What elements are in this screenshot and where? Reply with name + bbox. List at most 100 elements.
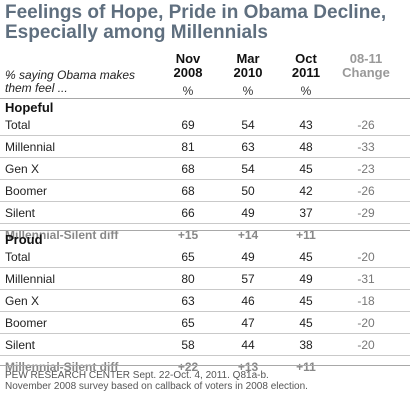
section-header-hopeful: Hopeful xyxy=(5,100,54,115)
cell-value: -18 xyxy=(357,294,375,308)
table-row: Total 65 49 45 -20 xyxy=(0,246,410,268)
row-rule xyxy=(0,201,410,202)
chart-title-line-2: Especially among Millennials xyxy=(5,22,268,43)
cell-value: 38 xyxy=(299,338,313,352)
col-header-nov-2008-line1: Nov xyxy=(175,51,201,66)
cell-value: 58 xyxy=(181,338,195,352)
col-header-mar-2010: Mar 2010 xyxy=(228,52,268,80)
row-label: Gen X xyxy=(5,162,40,176)
col-header-change-line2: Change xyxy=(342,65,390,80)
cell-value: 54 xyxy=(241,162,255,176)
row-rule xyxy=(0,289,410,290)
row-header-note-line1: % saying Obama makes xyxy=(5,68,136,82)
col-header-oct-2011-line2: 2011 xyxy=(291,65,321,80)
cell-value: +13 xyxy=(237,360,259,374)
row-rule xyxy=(0,355,410,356)
cell-value: 43 xyxy=(299,118,313,132)
col-header-nov-2008: Nov 2008 xyxy=(168,52,208,80)
cell-value: -20 xyxy=(357,250,375,264)
cell-value: 68 xyxy=(181,184,195,198)
cell-value: +15 xyxy=(177,228,199,242)
section-rule xyxy=(0,98,410,99)
cell-value: +11 xyxy=(296,360,316,374)
table-bottom-rule xyxy=(0,365,410,366)
unit-oct-2011: % xyxy=(300,84,312,98)
row-header-note: % saying Obama makes them feel ... xyxy=(5,69,135,95)
cell-value: -29 xyxy=(357,206,375,220)
cell-value: 49 xyxy=(241,206,255,220)
cell-value: 45 xyxy=(299,294,313,308)
cell-value: 47 xyxy=(241,316,255,330)
cell-value: 42 xyxy=(299,184,313,198)
cell-value: 54 xyxy=(241,118,255,132)
row-rule xyxy=(0,267,410,268)
cell-value: 65 xyxy=(181,250,195,264)
row-label: Millennial xyxy=(5,272,56,286)
cell-value: 66 xyxy=(181,206,195,220)
chart-title: Feelings of Hope, Pride in Obama Decline… xyxy=(5,3,405,43)
col-header-nov-2008-line2: 2008 xyxy=(173,65,203,80)
cell-value: 69 xyxy=(181,118,195,132)
table-row: Boomer 65 47 45 -20 xyxy=(0,312,410,334)
col-header-change: 08-11 Change xyxy=(336,52,396,80)
row-rule xyxy=(0,157,410,158)
row-rule xyxy=(0,333,410,334)
table-row: Millennial 81 63 48 -33 xyxy=(0,136,410,158)
cell-value: 45 xyxy=(299,162,313,176)
cell-value: -20 xyxy=(357,338,375,352)
cell-value: 63 xyxy=(181,294,195,308)
section-rule xyxy=(0,230,410,231)
cell-value: 46 xyxy=(241,294,255,308)
col-header-oct-2011: Oct 2011 xyxy=(286,52,326,80)
row-rule xyxy=(0,135,410,136)
cell-value: 44 xyxy=(241,338,255,352)
cell-value: 49 xyxy=(241,250,255,264)
cell-value: 80 xyxy=(181,272,195,286)
cell-value: +22 xyxy=(177,360,199,374)
row-header-note-line2: them feel ... xyxy=(5,81,68,95)
row-rule xyxy=(0,223,410,224)
col-header-mar-2010-line2: 2010 xyxy=(233,65,263,80)
row-label: Millennial-Silent diff xyxy=(5,228,119,242)
row-label: Millennial xyxy=(5,140,56,154)
row-label: Total xyxy=(5,118,31,132)
source-line-1: PEW RESEARCH CENTER Sept. 22-Oct. 4, 201… xyxy=(5,370,269,381)
chart-title-line-1: Feelings of Hope, Pride in Obama Decline… xyxy=(5,2,387,23)
col-header-change-line1: 08-11 xyxy=(349,51,383,66)
cell-value: 37 xyxy=(299,206,313,220)
row-rule xyxy=(0,179,410,180)
cell-value: -26 xyxy=(357,184,375,198)
col-header-oct-2011-line1: Oct xyxy=(295,51,317,66)
cell-value: 45 xyxy=(299,250,313,264)
table-row: Total 69 54 43 -26 xyxy=(0,114,410,136)
cell-value: 81 xyxy=(181,140,195,154)
cell-value: -20 xyxy=(357,316,375,330)
col-header-mar-2010-line1: Mar xyxy=(236,51,260,66)
table-row: Gen X 68 54 45 -23 xyxy=(0,158,410,180)
table-row: Gen X 63 46 45 -18 xyxy=(0,290,410,312)
source-note: PEW RESEARCH CENTER Sept. 22-Oct. 4, 201… xyxy=(5,370,308,392)
row-label: Silent xyxy=(5,206,36,220)
cell-value: -23 xyxy=(357,162,375,176)
cell-value: 57 xyxy=(241,272,255,286)
table-row: Silent 66 49 37 -29 xyxy=(0,202,410,224)
diff-row: Millennial-Silent diff +15 +14 +11 xyxy=(0,224,410,246)
table-row: Millennial 80 57 49 -31 xyxy=(0,268,410,290)
cell-value: 48 xyxy=(299,140,313,154)
diff-row: Millennial-Silent diff +22 +13 +11 xyxy=(0,356,410,378)
row-label: Total xyxy=(5,250,31,264)
table-row: Boomer 68 50 42 -26 xyxy=(0,180,410,202)
cell-value: 63 xyxy=(241,140,255,154)
row-label: Silent xyxy=(5,338,36,352)
row-label: Gen X xyxy=(5,294,40,308)
source-line-2: November 2008 survey based on callback o… xyxy=(5,381,308,392)
cell-value: -33 xyxy=(357,140,375,154)
cell-value: 65 xyxy=(181,316,195,330)
cell-value: 49 xyxy=(299,272,313,286)
row-rule xyxy=(0,311,410,312)
section-header-proud: Proud xyxy=(5,232,43,247)
cell-value: +11 xyxy=(296,228,316,242)
cell-value: -31 xyxy=(357,272,375,286)
cell-value: -26 xyxy=(357,118,375,132)
cell-value: 45 xyxy=(299,316,313,330)
